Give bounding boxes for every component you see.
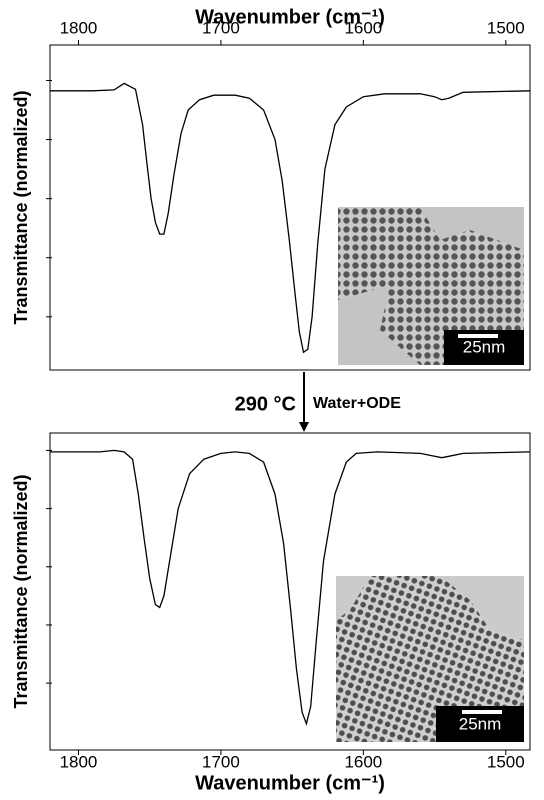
y-axis-label: Transmittance (normalized) [11,90,31,324]
arrow [299,372,309,432]
x-tick-label: 1500 [487,18,525,37]
x-axis-label: Wavenumber (cm⁻¹) [195,772,385,794]
x-tick-label: 1700 [202,752,240,771]
x-axis-label: Wavenumber (cm⁻¹) [195,6,385,28]
inset-scale-label: 25nm [459,714,502,733]
inset-scale-label: 25nm [463,337,506,356]
annotation: 290 °C [235,393,296,415]
figure: 290 °C Water+ODE 1800 1700 1600 1500 Wavenum… [0,0,544,800]
annotation: Water+ODE [313,395,401,412]
x-tick-label: 1600 [344,752,382,771]
x-tick-label: 1800 [60,18,98,37]
x-tick-label: 1800 [60,752,98,771]
y-axis-label: Transmittance (normalized) [11,474,31,708]
x-tick-label: 1500 [487,752,525,771]
